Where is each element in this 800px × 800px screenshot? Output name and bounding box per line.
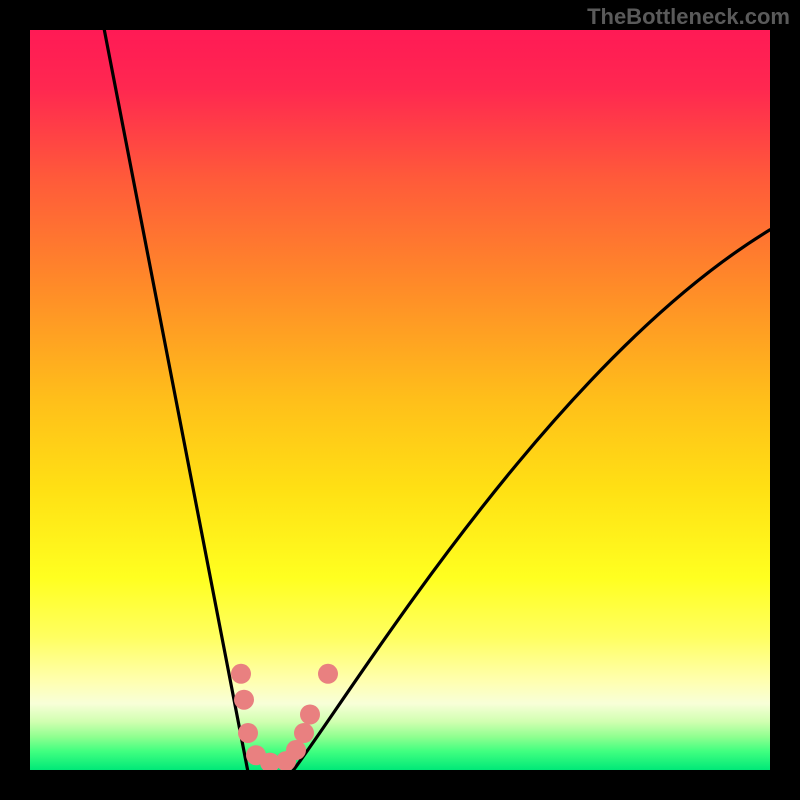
curve-marker bbox=[286, 740, 306, 760]
watermark-text: TheBottleneck.com bbox=[587, 4, 790, 30]
curve-marker bbox=[318, 664, 338, 684]
bottleneck-curve-chart bbox=[0, 0, 800, 800]
curve-marker bbox=[231, 664, 251, 684]
curve-marker bbox=[238, 723, 258, 743]
chart-container: TheBottleneck.com bbox=[0, 0, 800, 800]
curve-marker bbox=[234, 690, 254, 710]
curve-marker bbox=[300, 705, 320, 725]
gradient-background bbox=[30, 30, 770, 770]
curve-marker bbox=[294, 723, 314, 743]
